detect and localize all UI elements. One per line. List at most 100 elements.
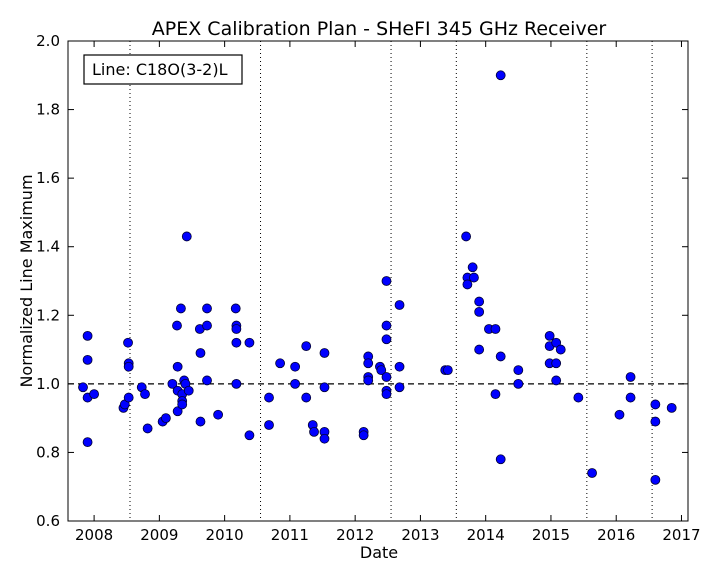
data-point bbox=[544, 330, 555, 341]
data-point bbox=[231, 337, 242, 348]
data-point bbox=[82, 330, 93, 341]
x-axis-label: Date bbox=[360, 543, 398, 562]
data-point bbox=[551, 358, 562, 369]
x-tick-label: 2010 bbox=[206, 526, 244, 544]
data-point bbox=[363, 375, 374, 386]
data-point bbox=[244, 430, 255, 441]
data-point bbox=[381, 372, 392, 382]
data-point bbox=[195, 348, 206, 358]
data-point bbox=[301, 392, 312, 403]
data-point bbox=[123, 392, 134, 403]
data-point bbox=[442, 365, 453, 376]
data-point bbox=[264, 392, 274, 403]
data-point bbox=[614, 409, 625, 420]
data-point bbox=[394, 361, 405, 372]
data-point bbox=[513, 365, 524, 376]
data-point bbox=[264, 420, 274, 430]
data-point bbox=[495, 454, 506, 465]
x-tick-label: 2014 bbox=[467, 526, 505, 544]
y-tick-label: 1.8 bbox=[36, 101, 60, 119]
data-point bbox=[230, 303, 241, 314]
x-tick-label: 2012 bbox=[336, 526, 374, 544]
data-point bbox=[78, 382, 88, 393]
data-point bbox=[363, 358, 374, 369]
data-point bbox=[381, 276, 392, 286]
data-point bbox=[142, 423, 153, 434]
data-point bbox=[172, 361, 183, 372]
data-point bbox=[202, 375, 212, 386]
data-point bbox=[495, 70, 506, 81]
data-point bbox=[290, 361, 301, 372]
data-point bbox=[469, 272, 479, 283]
data-point bbox=[474, 306, 485, 317]
data-point bbox=[462, 279, 473, 290]
data-point bbox=[650, 474, 661, 485]
plot-frame bbox=[67, 40, 689, 522]
data-point bbox=[474, 344, 485, 355]
data-point bbox=[319, 382, 330, 393]
data-point bbox=[650, 399, 661, 410]
data-point bbox=[381, 320, 392, 331]
data-point bbox=[490, 389, 501, 400]
x-tick-label: 2009 bbox=[140, 526, 178, 544]
data-point bbox=[650, 416, 661, 427]
data-point bbox=[358, 430, 369, 441]
data-point bbox=[551, 375, 562, 386]
data-point bbox=[123, 361, 134, 372]
chart-title: APEX Calibration Plan - SHeFI 345 GHz Re… bbox=[152, 18, 607, 40]
data-point bbox=[555, 344, 566, 355]
data-point bbox=[625, 392, 636, 403]
data-point bbox=[160, 413, 171, 424]
data-point bbox=[394, 300, 405, 310]
x-tick-label: 2016 bbox=[597, 526, 635, 544]
data-point bbox=[666, 402, 677, 413]
data-point bbox=[140, 389, 150, 400]
data-point bbox=[172, 320, 182, 331]
data-point bbox=[461, 231, 472, 242]
data-point bbox=[82, 437, 93, 448]
x-tick-label: 2017 bbox=[662, 526, 700, 544]
y-tick-label: 1.2 bbox=[36, 306, 60, 324]
x-tick-label: 2015 bbox=[532, 526, 570, 544]
x-tick-label: 2011 bbox=[271, 526, 309, 544]
data-point bbox=[495, 351, 506, 362]
legend-label: Line: C18O(3-2)L bbox=[92, 60, 228, 79]
data-point bbox=[167, 378, 178, 389]
data-point bbox=[474, 296, 485, 307]
x-tick-label: 2013 bbox=[401, 526, 439, 544]
y-tick-label: 1.4 bbox=[36, 238, 60, 256]
data-point bbox=[573, 392, 584, 403]
data-point bbox=[244, 337, 255, 348]
y-axis-label: Normalized Line Maximum bbox=[17, 174, 36, 387]
data-point bbox=[290, 378, 301, 389]
data-point bbox=[275, 358, 286, 369]
y-tick-label: 0.8 bbox=[36, 443, 60, 461]
data-point bbox=[195, 416, 206, 427]
data-point bbox=[213, 409, 224, 420]
data-point bbox=[231, 324, 242, 334]
y-axis-ticks: 0.6 0.8 1.0 1.2 1.4 1.6 1.8 2.0 bbox=[36, 32, 688, 530]
data-point bbox=[89, 389, 100, 400]
data-point bbox=[231, 378, 242, 389]
data-point bbox=[625, 372, 636, 382]
data-point bbox=[183, 385, 194, 396]
data-point bbox=[394, 382, 405, 393]
data-point bbox=[551, 337, 562, 348]
data-point bbox=[467, 262, 478, 273]
data-point bbox=[82, 354, 93, 365]
data-point bbox=[202, 303, 212, 314]
data-point bbox=[381, 389, 392, 400]
data-point bbox=[202, 320, 212, 331]
legend-box bbox=[83, 54, 243, 85]
data-point bbox=[176, 303, 186, 314]
data-point bbox=[376, 365, 387, 376]
data-point bbox=[123, 337, 133, 348]
y-tick-label: 1.0 bbox=[36, 375, 60, 393]
data-point bbox=[301, 341, 312, 352]
data-point bbox=[309, 426, 319, 437]
data-point bbox=[587, 468, 597, 478]
data-point bbox=[319, 433, 330, 444]
x-tick-label: 2008 bbox=[75, 526, 113, 544]
